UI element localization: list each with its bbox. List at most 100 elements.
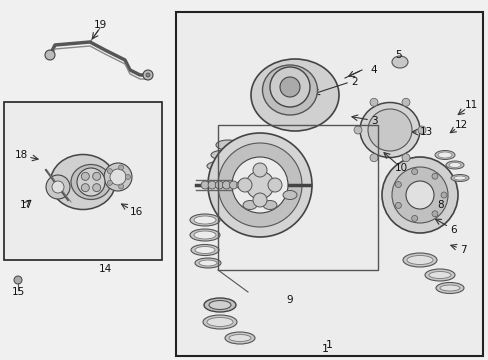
Ellipse shape [208, 174, 237, 183]
Ellipse shape [450, 175, 468, 181]
Circle shape [92, 172, 101, 180]
Circle shape [14, 276, 22, 284]
Circle shape [353, 126, 361, 134]
Ellipse shape [263, 201, 276, 210]
Ellipse shape [424, 269, 454, 281]
Circle shape [369, 98, 377, 106]
Circle shape [107, 168, 112, 174]
Ellipse shape [453, 176, 465, 180]
Text: 6: 6 [449, 225, 456, 235]
Circle shape [215, 181, 223, 189]
Circle shape [267, 178, 282, 192]
Circle shape [381, 157, 457, 233]
Ellipse shape [283, 190, 296, 199]
Ellipse shape [262, 65, 317, 115]
Circle shape [110, 169, 126, 185]
Ellipse shape [194, 231, 216, 239]
Ellipse shape [435, 283, 463, 293]
Ellipse shape [191, 244, 219, 256]
Ellipse shape [359, 103, 419, 158]
Text: 5: 5 [394, 50, 401, 60]
Circle shape [104, 163, 132, 191]
Circle shape [395, 181, 401, 188]
Circle shape [238, 178, 251, 192]
Circle shape [231, 157, 287, 213]
Circle shape [391, 167, 447, 223]
Ellipse shape [50, 154, 115, 210]
Ellipse shape [206, 318, 232, 327]
Circle shape [401, 98, 409, 106]
Circle shape [81, 172, 89, 180]
Text: 17: 17 [20, 200, 33, 210]
Text: 13: 13 [419, 127, 432, 137]
Circle shape [236, 181, 244, 189]
Circle shape [218, 143, 302, 227]
Circle shape [252, 193, 266, 207]
Circle shape [222, 181, 230, 189]
Bar [4, 102, 162, 260]
Circle shape [250, 181, 259, 189]
Circle shape [107, 180, 112, 185]
Ellipse shape [199, 260, 217, 266]
Circle shape [431, 173, 437, 179]
Text: 15: 15 [11, 287, 24, 297]
Circle shape [45, 50, 55, 60]
Text: 12: 12 [454, 120, 468, 130]
Circle shape [119, 165, 123, 170]
Text: 10: 10 [394, 163, 407, 173]
Text: 7: 7 [459, 245, 466, 255]
Ellipse shape [71, 165, 111, 199]
Circle shape [77, 168, 105, 196]
Text: 9: 9 [286, 295, 293, 305]
Ellipse shape [428, 271, 450, 279]
Ellipse shape [206, 161, 237, 171]
Circle shape [52, 181, 64, 193]
Ellipse shape [224, 332, 254, 344]
Text: 14: 14 [98, 264, 111, 274]
Circle shape [401, 154, 409, 162]
Ellipse shape [367, 109, 411, 151]
Ellipse shape [210, 150, 239, 160]
Ellipse shape [448, 162, 460, 167]
Circle shape [142, 70, 153, 80]
Text: 2: 2 [350, 77, 357, 87]
Circle shape [46, 175, 70, 199]
Ellipse shape [437, 152, 451, 158]
Ellipse shape [208, 301, 230, 310]
Ellipse shape [439, 285, 459, 291]
Circle shape [125, 175, 130, 180]
Circle shape [411, 215, 417, 221]
Circle shape [280, 77, 299, 97]
Circle shape [208, 181, 216, 189]
Circle shape [411, 168, 417, 175]
Ellipse shape [406, 256, 432, 265]
Ellipse shape [190, 229, 220, 241]
Circle shape [369, 154, 377, 162]
Circle shape [92, 184, 101, 192]
Ellipse shape [194, 216, 216, 224]
Ellipse shape [203, 315, 237, 329]
Circle shape [201, 181, 208, 189]
Ellipse shape [434, 150, 454, 159]
Text: 8: 8 [436, 200, 443, 210]
Ellipse shape [402, 253, 436, 267]
Ellipse shape [243, 201, 257, 210]
Ellipse shape [250, 59, 338, 131]
Text: 1: 1 [321, 344, 328, 354]
Text: 16: 16 [130, 207, 143, 217]
Ellipse shape [445, 161, 463, 169]
Ellipse shape [391, 56, 407, 68]
Ellipse shape [195, 258, 221, 268]
Ellipse shape [203, 298, 236, 312]
Circle shape [229, 181, 237, 189]
Circle shape [207, 133, 311, 237]
Circle shape [146, 73, 150, 77]
Text: 11: 11 [464, 100, 477, 110]
Bar [176, 12, 482, 356]
Circle shape [395, 202, 401, 208]
Bar [218, 125, 377, 270]
Circle shape [417, 126, 425, 134]
Circle shape [440, 192, 446, 198]
Text: 4: 4 [369, 65, 376, 75]
Circle shape [81, 184, 89, 192]
